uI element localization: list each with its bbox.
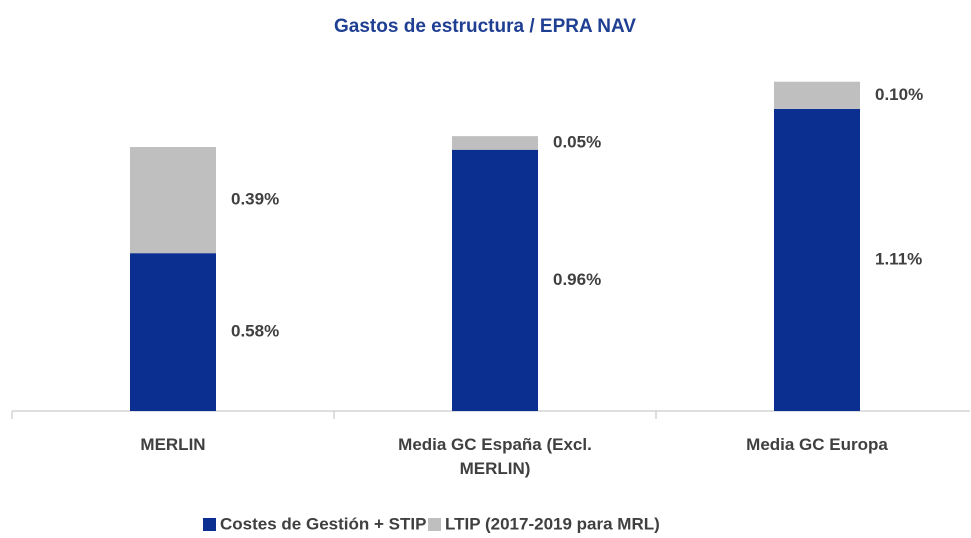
bar-segment (774, 81, 860, 109)
bar-segment (774, 108, 860, 412)
data-label: 0.58% (231, 322, 279, 341)
data-label: 0.39% (231, 190, 279, 209)
x-tick-label: MERLIN (140, 435, 206, 454)
chart-title: Gastos de estructura / EPRA NAV (334, 16, 636, 37)
legend-swatch (203, 518, 216, 531)
legend-label: Costes de Gestión + STIP (220, 514, 426, 533)
data-label: 0.05% (553, 132, 601, 151)
x-tick-label: Media GC Europa (746, 435, 888, 454)
legend-label: LTIP (2017-2019 para MRL) (445, 514, 660, 533)
legend-swatch (428, 518, 441, 531)
bar-segment (130, 147, 216, 254)
data-label: 1.11% (875, 249, 922, 268)
data-label: 0.96% (553, 270, 601, 289)
x-tick-label: Media GC España (Excl. MERLIN) (398, 435, 592, 478)
bar-segment (452, 136, 538, 150)
bar-segment (452, 149, 538, 411)
bar-segment (130, 253, 216, 411)
data-label: 0.10% (875, 85, 923, 104)
